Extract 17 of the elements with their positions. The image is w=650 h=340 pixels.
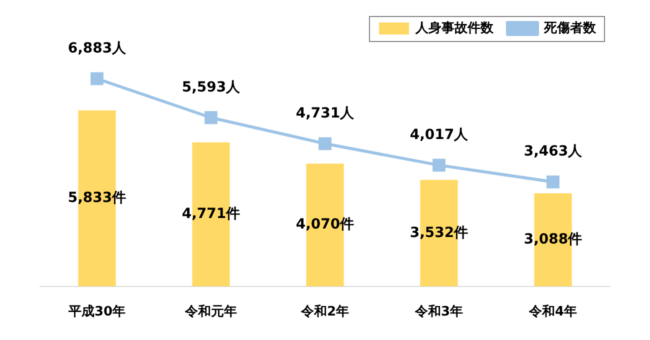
legend-label: 死傷者数: [543, 20, 597, 36]
point: [204, 111, 218, 124]
legend-label: 人身事故件数: [414, 20, 494, 36]
x-tick-label: 令和2年: [300, 304, 350, 320]
x-tick-label: 令和3年: [414, 304, 464, 320]
data-label: 5,593人: [182, 79, 242, 96]
data-label: 3,463人: [524, 144, 584, 160]
data-label: 6,883人: [68, 40, 128, 56]
data-label: 4,731人: [296, 105, 356, 122]
point: [546, 175, 560, 188]
x-tick-label: 令和元年: [184, 304, 237, 320]
point: [318, 137, 332, 150]
point: [90, 72, 104, 86]
data-label: 4,017人: [410, 126, 470, 143]
x-tick-label: 平成30年: [67, 304, 126, 320]
point: [432, 158, 446, 172]
x-tick-label: 令和4年: [528, 304, 578, 320]
